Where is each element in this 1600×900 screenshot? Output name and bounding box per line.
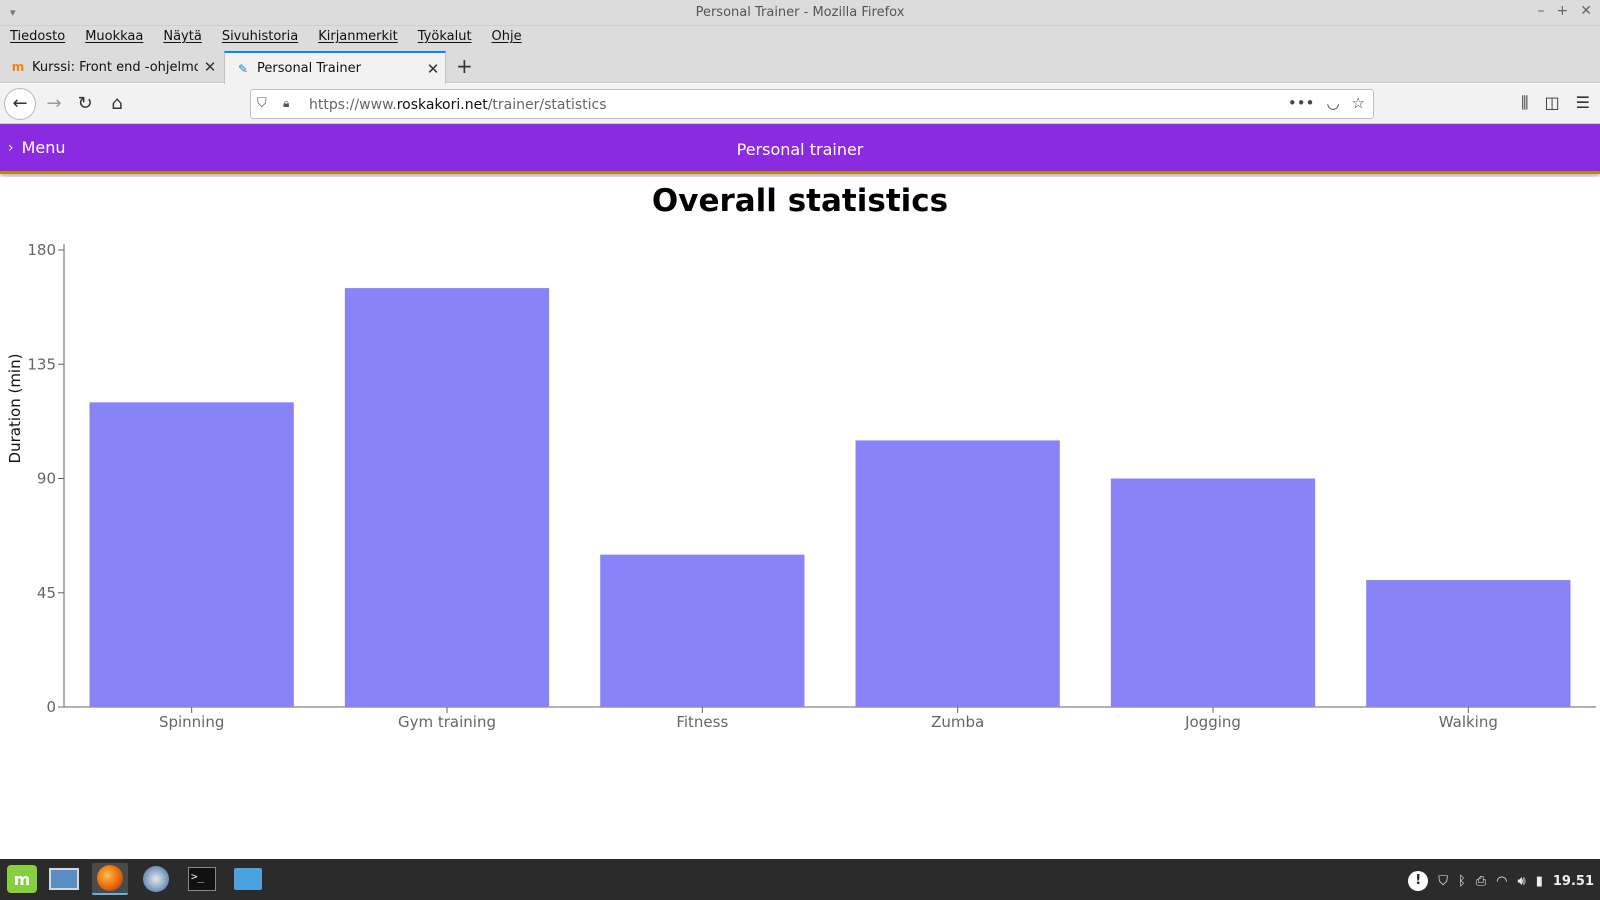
mint-menu-icon[interactable]: m bbox=[4, 863, 40, 895]
x-tick-label: Spinning bbox=[159, 713, 224, 731]
sidebar-icon[interactable]: ◫ bbox=[1544, 93, 1560, 112]
notification-icon[interactable]: ! bbox=[1408, 871, 1429, 891]
close-icon[interactable]: ✕ bbox=[1580, 3, 1592, 19]
url-path: /trainer/statistics bbox=[487, 97, 607, 113]
bar-fitness bbox=[600, 554, 805, 707]
menu-bar: Tiedosto Muokkaa Näytä Sivuhistoria Kirj… bbox=[0, 26, 1600, 50]
tab-personal-trainer[interactable]: ✎ Personal Trainer ✕ bbox=[224, 51, 446, 84]
system-tray: ! ⛉ ᛒ ⎙ ◠ 🔊︎ ▮ 19.51 bbox=[1408, 871, 1594, 891]
menu-button[interactable]: › Menu bbox=[8, 138, 66, 157]
url-bar[interactable]: ⛉ 🔒︎ https://www.roskakori.net/trainer/s… bbox=[250, 89, 1374, 119]
clock[interactable]: 19.51 bbox=[1552, 873, 1594, 889]
menu-bookmarks[interactable]: Kirjanmerkit bbox=[318, 29, 398, 44]
update-shield-icon[interactable]: ⛉ bbox=[1438, 873, 1448, 889]
x-tick-label: Gym training bbox=[398, 713, 496, 731]
hamburger-menu-icon[interactable]: ☰ bbox=[1575, 93, 1590, 112]
volume-icon[interactable]: 🔊︎ bbox=[1517, 873, 1526, 889]
minimize-icon[interactable]: – bbox=[1537, 3, 1545, 19]
toolbar-right: ⫼ ◫ ☰ bbox=[1521, 93, 1590, 113]
x-tick-label: Walking bbox=[1439, 713, 1498, 731]
y-axis-label: Duration (min) bbox=[6, 354, 24, 464]
app-header: › Menu Personal trainer bbox=[0, 124, 1600, 174]
close-tab-icon[interactable]: ✕ bbox=[203, 58, 217, 76]
bar-gym-training bbox=[344, 288, 550, 707]
bar-zumba bbox=[855, 440, 1060, 707]
more-actions-icon[interactable]: ••• bbox=[1287, 94, 1315, 112]
bar-walking bbox=[1366, 580, 1571, 707]
y-tick-label: 45 bbox=[37, 584, 56, 602]
bluetooth-icon[interactable]: ᛒ bbox=[1457, 873, 1466, 889]
x-tick-label: Zumba bbox=[931, 713, 984, 731]
menu-tools[interactable]: Työkalut bbox=[417, 29, 472, 44]
pocket-icon[interactable]: ◡ bbox=[1326, 94, 1340, 112]
tab-label: Personal Trainer bbox=[257, 61, 361, 76]
chevron-right-icon: › bbox=[8, 139, 14, 156]
navigation-bar: ← → ↻ ⌂ ⛉ 🔒︎ https://www.roskakori.net/t… bbox=[0, 84, 1600, 124]
window-controls: – + ✕ bbox=[1538, 3, 1592, 19]
y-tick-label: 90 bbox=[37, 470, 56, 488]
terminal-icon[interactable]: >_ bbox=[184, 863, 220, 895]
url-prefix: https://www. bbox=[309, 97, 397, 113]
thunderbird-icon[interactable] bbox=[138, 863, 174, 895]
menu-file[interactable]: Tiedosto bbox=[10, 29, 66, 44]
file-manager-icon[interactable] bbox=[230, 863, 266, 895]
lock-icon[interactable]: 🔒︎ bbox=[283, 96, 290, 110]
app-title: Personal trainer bbox=[736, 140, 864, 159]
bookmark-star-icon[interactable]: ☆ bbox=[1351, 94, 1365, 112]
menu-help[interactable]: Ohje bbox=[491, 29, 522, 44]
bar-jogging bbox=[1110, 478, 1316, 707]
menu-label: Menu bbox=[21, 138, 66, 157]
tab-label: Kurssi: Front end -ohjelmoi bbox=[32, 59, 198, 75]
taskbar: m >_ ! ⛉ ᛒ ⎙ ◠ 🔊︎ ▮ 19.51 bbox=[0, 859, 1600, 900]
bar-chart: 0 45 90 135 180 Duration (min) Spinning Gym tra… bbox=[6, 241, 1596, 731]
url-host: roskakori.net bbox=[396, 97, 488, 113]
bar-spinning bbox=[89, 402, 294, 707]
reload-icon[interactable]: ↻ bbox=[77, 93, 93, 114]
forward-icon[interactable]: → bbox=[46, 93, 62, 114]
window-title: Personal Trainer - Mozilla Firefox bbox=[695, 5, 905, 20]
shield-icon[interactable]: ⛉ bbox=[257, 96, 267, 111]
printer-icon[interactable]: ⎙ bbox=[1475, 873, 1487, 889]
window-menu-icon[interactable]: ▾ bbox=[10, 6, 16, 19]
window-titlebar: ▾ Personal Trainer - Mozilla Firefox – +… bbox=[0, 0, 1600, 26]
back-icon[interactable]: ← bbox=[4, 88, 36, 120]
main-content: 0 45 90 135 180 Duration (min) Spinning Gym tra… bbox=[0, 177, 1600, 859]
url-actions: ••• ◡ ☆ bbox=[1288, 94, 1365, 112]
moodle-icon: m bbox=[11, 60, 25, 74]
battery-icon[interactable]: ▮ bbox=[1535, 873, 1543, 889]
library-icon[interactable]: ⫼ bbox=[1521, 93, 1529, 112]
close-tab-icon[interactable]: ✕ bbox=[426, 59, 440, 78]
y-tick-label: 135 bbox=[27, 355, 56, 373]
y-tick-label: 180 bbox=[27, 241, 56, 259]
x-tick-label: Fitness bbox=[676, 713, 728, 731]
tab-course[interactable]: m Kurssi: Front end -ohjelmoi ✕ bbox=[0, 51, 222, 83]
pen-icon: ✎ bbox=[237, 61, 249, 76]
show-desktop-icon[interactable] bbox=[46, 863, 82, 895]
menu-edit[interactable]: Muokkaa bbox=[85, 29, 144, 44]
x-tick-label: Jogging bbox=[1184, 713, 1241, 731]
menu-view[interactable]: Näytä bbox=[163, 29, 202, 44]
wifi-icon[interactable]: ◠ bbox=[1496, 873, 1508, 889]
tab-strip: m Kurssi: Front end -ohjelmoi ✕ ✎ Person… bbox=[0, 50, 1600, 84]
new-tab-icon[interactable]: + bbox=[456, 54, 473, 78]
home-icon[interactable]: ⌂ bbox=[111, 93, 123, 114]
url-text[interactable]: https://www.roskakori.net/trainer/statis… bbox=[309, 97, 607, 113]
firefox-icon[interactable] bbox=[92, 863, 128, 895]
menu-history[interactable]: Sivuhistoria bbox=[221, 29, 299, 44]
maximize-icon[interactable]: + bbox=[1556, 3, 1569, 19]
page-title: Overall statistics bbox=[651, 183, 949, 219]
y-tick-label: 0 bbox=[46, 698, 56, 716]
